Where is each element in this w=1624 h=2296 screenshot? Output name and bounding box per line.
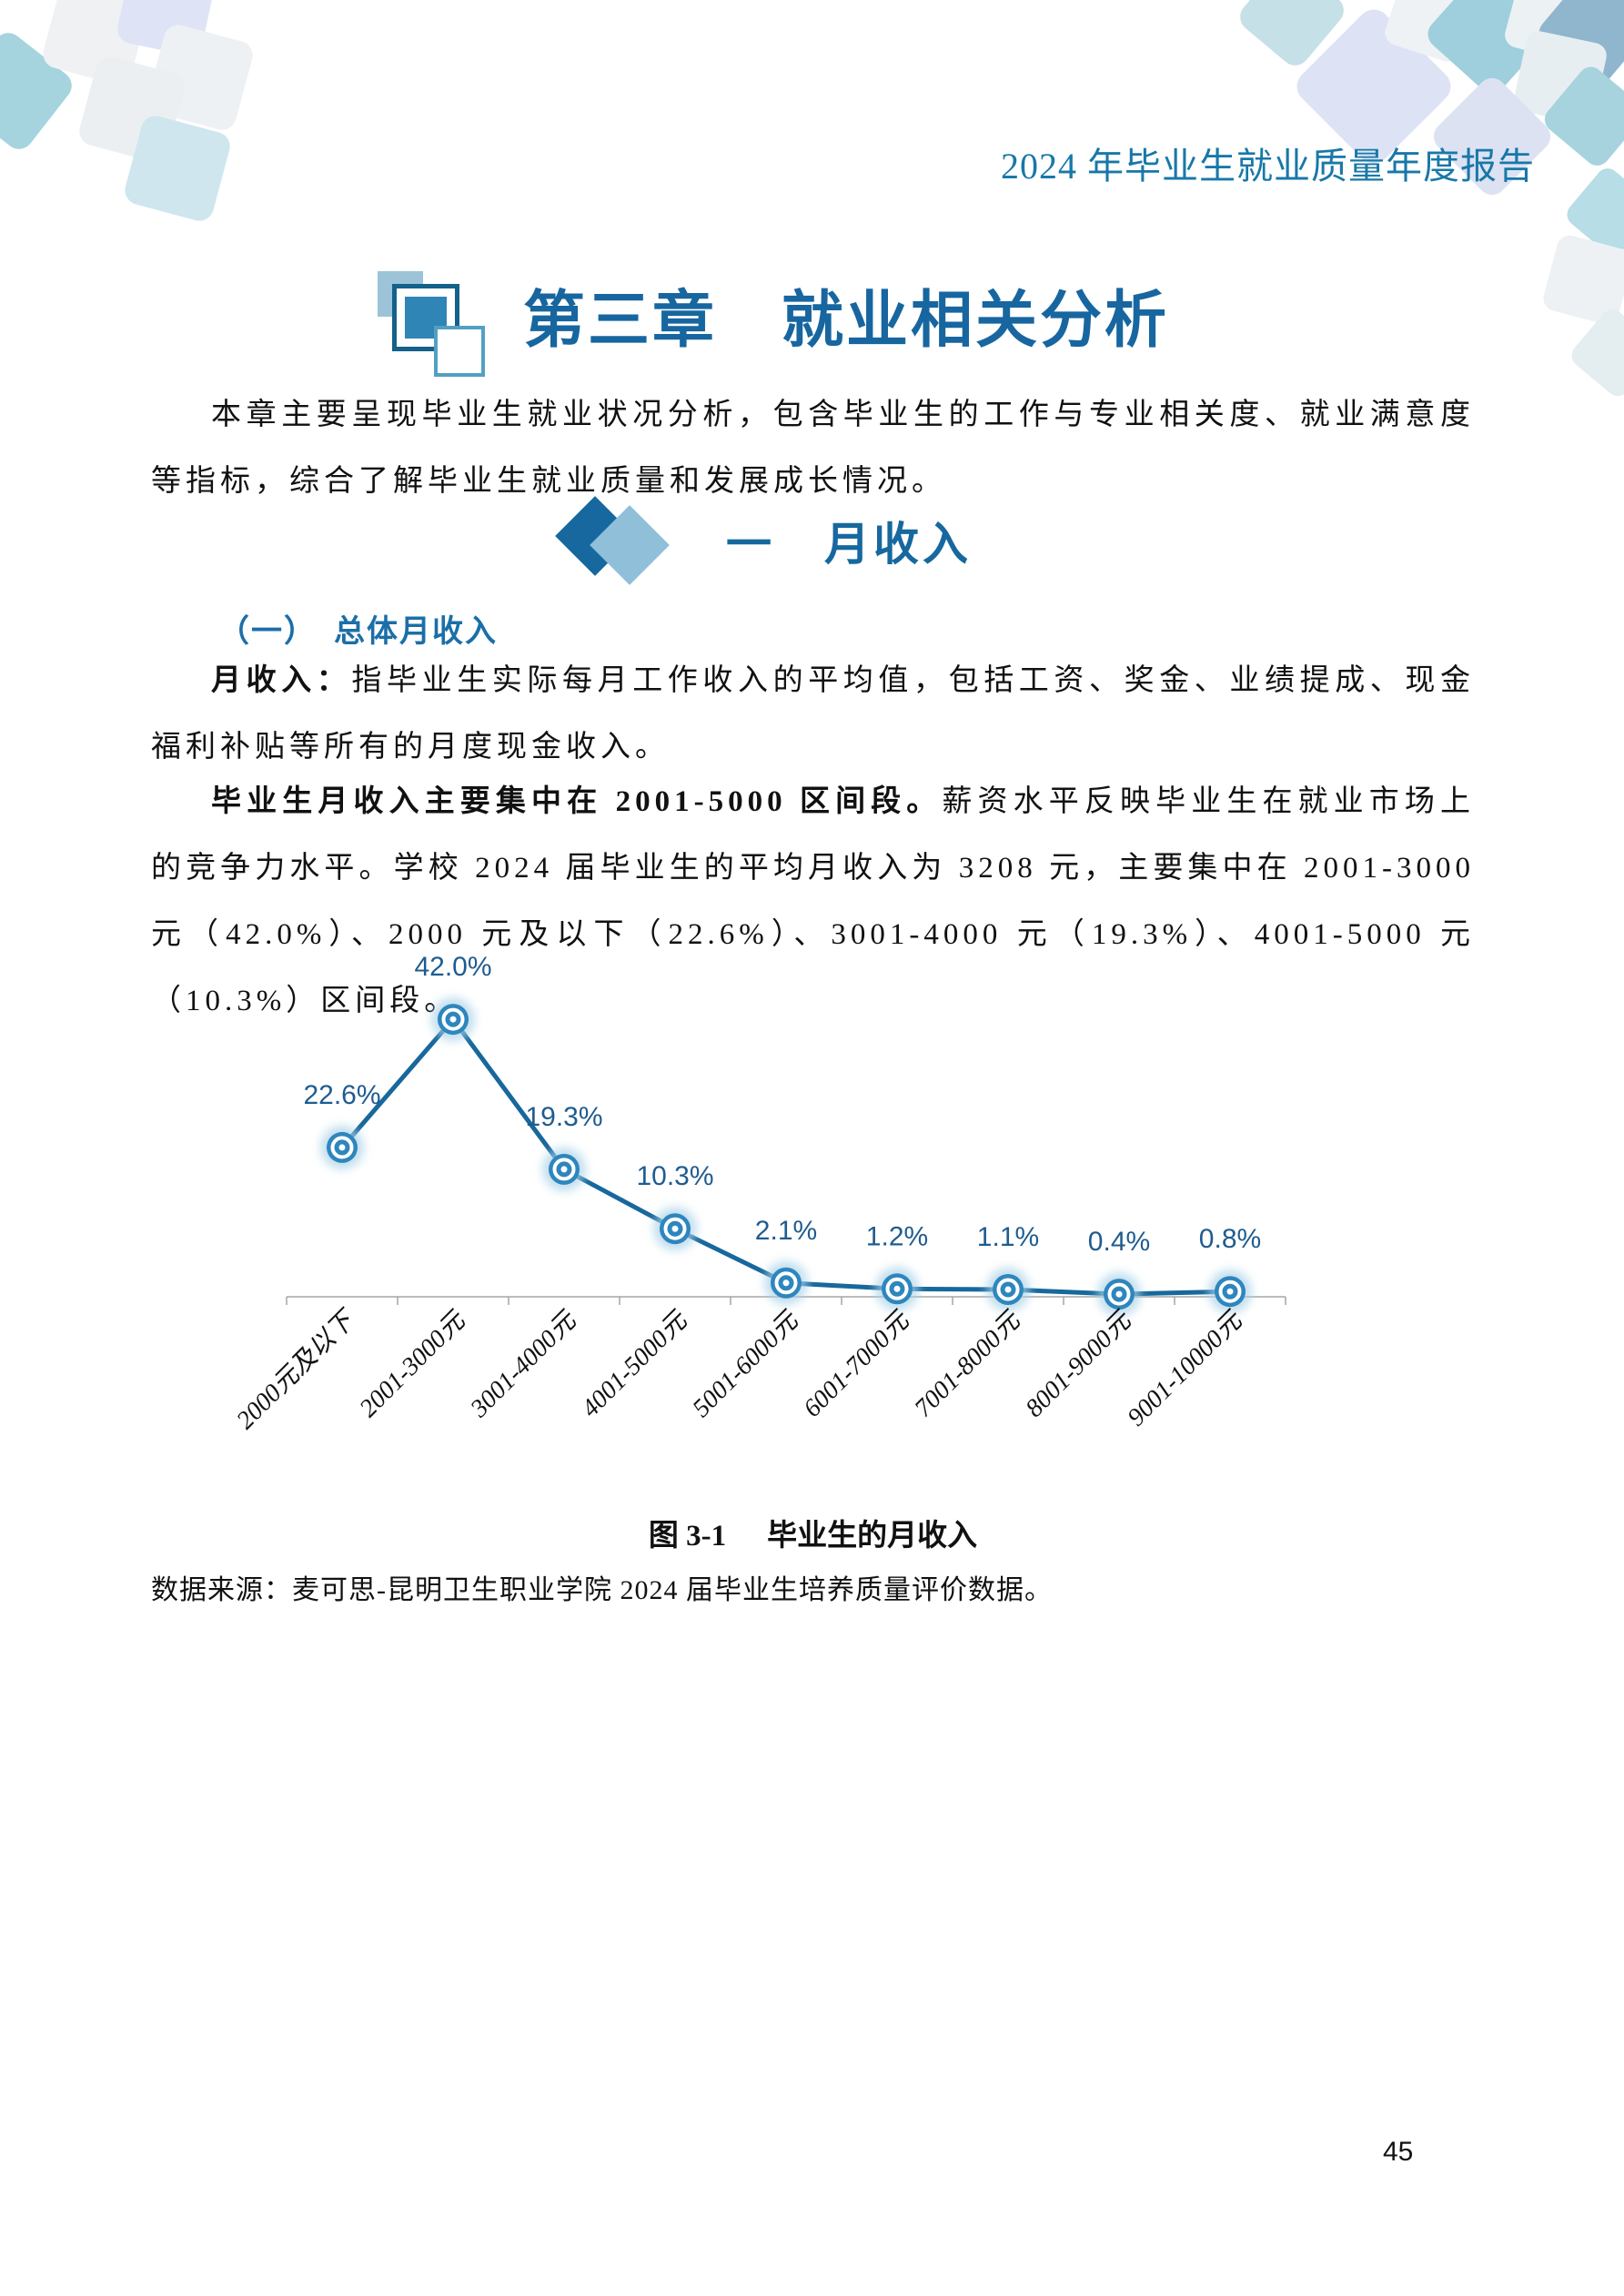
data-label: 10.3%	[636, 1161, 713, 1191]
definition-paragraph: 月收入：指毕业生实际每月工作收入的平均值，包括工资、奖金、业绩提成、现金福利补贴…	[151, 648, 1475, 781]
figure-caption-number: 图 3-1	[648, 1520, 727, 1553]
marker-ring	[330, 1136, 354, 1159]
marker-ring	[663, 1217, 687, 1240]
decorative-square	[1571, 309, 1624, 397]
marker-dot	[1115, 1290, 1123, 1298]
marker-dot	[671, 1225, 679, 1232]
decorative-square	[1538, 0, 1624, 86]
figure-caption-title: 毕业生的月收入	[767, 1520, 978, 1553]
data-label: 19.3%	[525, 1102, 602, 1132]
running-header: 2024 年毕业生就业质量年度报告	[1001, 146, 1535, 187]
marker-dot	[782, 1279, 790, 1287]
decorative-squares-top-right	[1240, 0, 1624, 397]
x-axis-label: 5001-6000元	[687, 1306, 804, 1423]
marker-dot	[1226, 1288, 1234, 1295]
definition-lead: 月收入：	[211, 664, 352, 697]
marker-ring	[1218, 1279, 1242, 1303]
data-label: 42.0%	[414, 952, 491, 982]
decorative-square	[1240, 0, 1344, 66]
decorative-square	[0, 33, 72, 149]
diamonds-icon	[555, 496, 682, 585]
decorative-square	[1543, 235, 1624, 325]
chapter-title: 第三章 就业相关分析	[523, 286, 1170, 355]
figure-caption: 图 3-1 毕业生的月收入	[151, 1511, 1475, 1554]
marker-dot	[1004, 1286, 1012, 1293]
definition-body: 指毕业生实际每月工作收入的平均值，包括工资、奖金、业绩提成、现金福利补贴等所有的…	[151, 664, 1476, 764]
marker-ring	[552, 1158, 576, 1181]
marker-ring	[441, 1007, 465, 1031]
marker-dot	[560, 1166, 568, 1173]
section-title: 一 月收入	[726, 519, 972, 570]
decorative-square	[79, 56, 185, 162]
decorative-square	[1505, 0, 1589, 60]
chart-plot-area: 22.6% 2000元及以下 42.0% 2001-3000元 19.3% 3001-40…	[231, 952, 1286, 1435]
analysis-paragraph: 毕业生月收入主要集中在 2001-5000 区间段。薪资水平反映毕业生在就业市场…	[151, 769, 1475, 1035]
marker-ring	[774, 1271, 798, 1295]
marker-ring	[1107, 1282, 1131, 1306]
analysis-body: 薪资水平反映毕业生在就业市场上的竞争力水平。学校 2024 届毕业生的平均月收入…	[151, 785, 1476, 1017]
data-label: 22.6%	[303, 1080, 380, 1110]
marker-dot	[338, 1144, 346, 1151]
decorative-square	[1385, 0, 1477, 62]
decorative-squares-top-left	[0, 0, 253, 221]
decorative-square	[117, 0, 215, 56]
marker-ring	[996, 1278, 1020, 1301]
chapter-intro-paragraph: 本章主要呈现毕业生就业状况分析，包含毕业生的工作与专业相关度、就业满意度等指标，…	[151, 399, 1475, 498]
section-heading: 一 月收入	[555, 496, 972, 585]
data-label: 1.1%	[977, 1222, 1039, 1252]
decorative-square	[1427, 0, 1551, 94]
decorative-square	[1514, 31, 1607, 124]
decorative-square	[147, 25, 253, 130]
chapter-squares-icon	[378, 266, 505, 393]
data-label: 1.2%	[866, 1221, 928, 1251]
marker-dot	[449, 1016, 457, 1023]
chapter-icon-outline-square	[434, 326, 485, 377]
x-axis-label: 2000元及以下	[231, 1304, 362, 1435]
marker-dot	[893, 1285, 901, 1292]
x-axis-label: 6001-7000元	[798, 1306, 915, 1423]
x-axis-label: 4001-5000元	[576, 1306, 693, 1423]
x-axis-label: 2001-3000元	[354, 1306, 471, 1423]
page-number: 45	[1383, 2137, 1414, 2167]
decorative-square	[1544, 66, 1624, 166]
x-axis-label: 7001-8000元	[909, 1306, 1026, 1423]
decorative-square	[125, 116, 230, 221]
chart-svg: 22.6% 2000元及以下 42.0% 2001-3000元 19.3% 3001-40…	[231, 952, 1286, 1435]
decorative-square	[43, 0, 148, 85]
decorative-square	[1567, 168, 1624, 256]
monthly-income-line-chart: 22.6% 2000元及以下 42.0% 2001-3000元 19.3% 3001-40…	[191, 942, 1356, 1479]
x-axis-label: 8001-9000元	[1020, 1306, 1137, 1423]
data-source-note: 数据来源：麦可思-昆明卫生职业学院 2024 届毕业生培养质量评价数据。	[151, 1575, 1053, 1605]
data-label: 0.8%	[1199, 1224, 1261, 1254]
x-axis-label: 9001-10000元	[1123, 1306, 1249, 1432]
subsection-title: （一） 总体月收入	[218, 615, 498, 649]
data-label: 0.4%	[1088, 1227, 1150, 1257]
analysis-lead: 毕业生月收入主要集中在 2001-5000 区间段。	[211, 785, 943, 818]
marker-ring	[885, 1277, 909, 1300]
data-label: 2.1%	[755, 1216, 817, 1246]
x-axis-label: 3001-4000元	[465, 1306, 583, 1424]
